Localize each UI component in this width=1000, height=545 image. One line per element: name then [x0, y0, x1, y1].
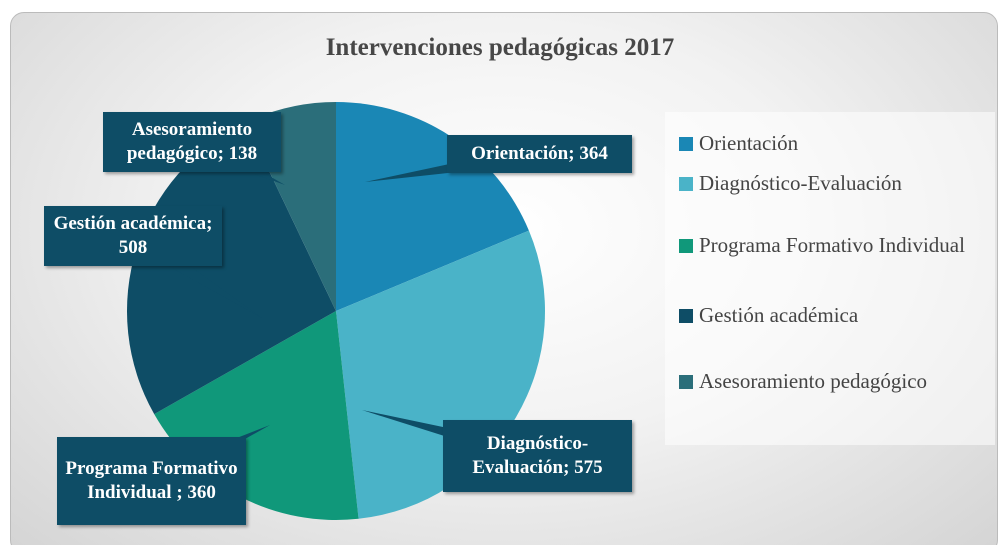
legend-item: Orientación: [679, 131, 979, 158]
legend-item: Diagnóstico-Evaluación: [679, 171, 979, 198]
legend-swatch: [679, 309, 693, 323]
legend: Orientación Diagnóstico-Evaluación Program…: [665, 112, 995, 445]
legend-item: Programa Formativo Individual: [679, 233, 979, 260]
legend-label: Programa Formativo Individual: [699, 233, 965, 257]
data-label: Gestión académica; 508: [44, 206, 222, 266]
legend-label: Asesoramiento pedagógico: [699, 369, 928, 393]
legend-swatch: [679, 239, 693, 253]
data-label: Orientación; 364: [447, 135, 632, 173]
legend-swatch: [679, 375, 693, 389]
legend-label: Diagnóstico-Evaluación: [699, 171, 902, 195]
pie-slice: [336, 102, 529, 311]
chart-title: Intervenciones pedagógicas 2017: [325, 34, 675, 61]
pie-slice: [126, 122, 336, 415]
legend-label: Orientación: [699, 131, 799, 155]
legend-swatch: [679, 177, 693, 191]
legend-label: Gestión académica: [699, 303, 859, 327]
data-label: Asesoramiento pedagógico; 138: [103, 112, 281, 172]
legend-item: Asesoramiento pedagógico: [679, 369, 979, 396]
data-label: Diagnóstico-Evaluación; 575: [443, 420, 632, 492]
legend-swatch: [679, 137, 693, 151]
data-label: Programa Formativo Individual ; 360: [57, 437, 246, 525]
legend-item: Gestión académica: [679, 303, 979, 330]
